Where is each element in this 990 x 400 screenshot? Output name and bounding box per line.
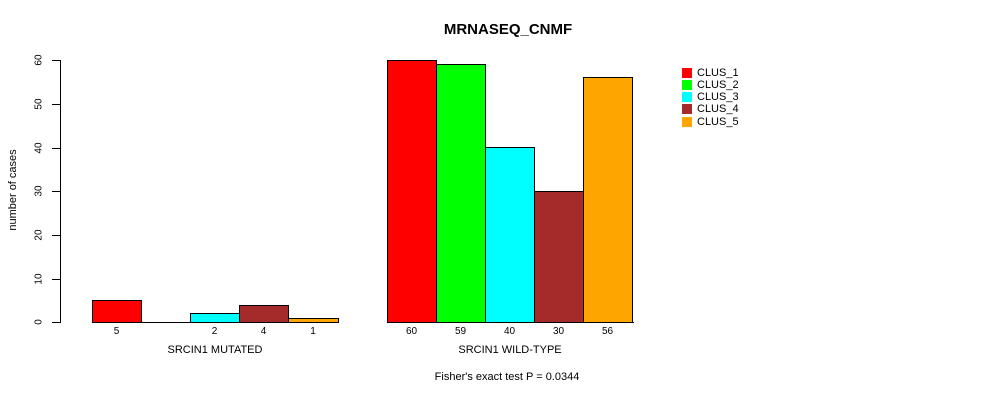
y-axis-tick-label: 10 xyxy=(33,273,45,285)
y-axis-tick xyxy=(52,60,60,61)
legend-label-clus_5: CLUS_5 xyxy=(697,116,739,128)
bar-clus_4-mutated xyxy=(239,305,289,323)
y-axis-tick xyxy=(52,235,60,236)
bar-value-label: 59 xyxy=(454,326,467,337)
bar-value-label: 4 xyxy=(260,326,267,337)
y-axis-tick-label: 50 xyxy=(33,98,45,110)
y-axis-tick xyxy=(52,191,60,192)
bar-value-label: 30 xyxy=(552,326,565,337)
bar-clus_3-wild-type xyxy=(485,147,535,323)
legend-label-clus_1: CLUS_1 xyxy=(697,67,739,79)
bar-clus_5-wild-type xyxy=(583,77,633,323)
y-axis-tick xyxy=(52,279,60,280)
category-label-srcin1-mutated: SRCIN1 MUTATED xyxy=(167,344,263,356)
y-axis-tick xyxy=(52,322,60,323)
legend-swatch-clus_5 xyxy=(682,117,692,127)
bar-value-label: 1 xyxy=(310,326,316,337)
bar-clus_1-wild-type xyxy=(387,60,437,323)
bar-value-label: 56 xyxy=(601,326,614,337)
bar-clus_1-mutated xyxy=(92,300,142,323)
bar-value-label: 60 xyxy=(405,326,418,337)
y-axis-tick-label: 40 xyxy=(33,142,45,154)
legend-swatch-clus_4 xyxy=(682,104,692,114)
legend-label-clus_4: CLUS_4 xyxy=(697,103,739,115)
legend-swatch-clus_2 xyxy=(682,80,692,90)
y-axis-tick-label: 0 xyxy=(33,319,45,325)
y-axis-tick-label: 20 xyxy=(33,229,45,241)
category-label-srcin1-wild-type: SRCIN1 WILD-TYPE xyxy=(458,344,562,356)
bar-value-label: 2 xyxy=(211,326,218,337)
legend-swatch-clus_1 xyxy=(682,68,692,78)
bar-clus_5-mutated xyxy=(288,318,339,323)
y-axis-tick xyxy=(52,148,60,149)
bar-value-label: 40 xyxy=(503,326,516,337)
chart-title: MRNASEQ_CNMF xyxy=(443,21,573,38)
bar-clus_4-wild-type xyxy=(534,191,584,323)
y-axis-tick xyxy=(52,104,60,105)
bar-value-label: 5 xyxy=(113,326,120,337)
y-axis-tick-label: 30 xyxy=(33,185,45,197)
y-axis-line xyxy=(60,60,61,323)
legend-label-clus_3: CLUS_3 xyxy=(697,91,739,103)
fisher-test-annotation: Fisher's exact test P = 0.0344 xyxy=(434,371,580,383)
y-axis-label: number of cases xyxy=(7,149,19,231)
bar-clus_2-wild-type xyxy=(436,64,486,323)
bar-clus_3-mutated xyxy=(190,313,240,323)
legend-swatch-clus_3 xyxy=(682,92,692,102)
legend-label-clus_2: CLUS_2 xyxy=(697,79,739,91)
y-axis-tick-label: 60 xyxy=(33,54,45,66)
